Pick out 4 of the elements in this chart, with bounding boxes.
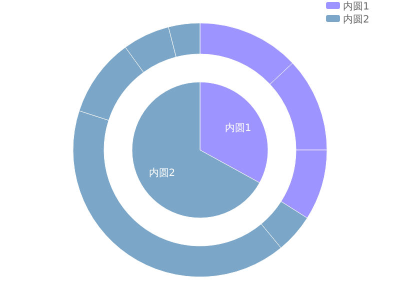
legend-label: 内圆1 [343, 0, 370, 12]
slice-label: 内圆2 [148, 167, 176, 179]
slice-label: 内圆1 [224, 122, 252, 134]
legend-label: 内圆2 [343, 14, 370, 26]
